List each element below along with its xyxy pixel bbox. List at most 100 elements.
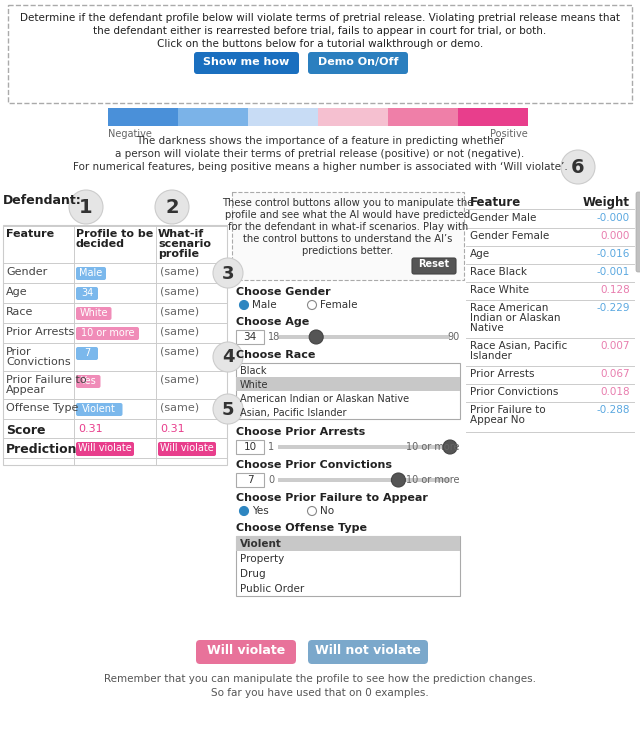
Bar <box>458 108 528 126</box>
Text: Female: Female <box>320 300 358 310</box>
Text: Feature: Feature <box>470 196 521 209</box>
Text: a person will violate their terms of pretrial release (positive) or not (negativ: a person will violate their terms of pre… <box>115 149 525 159</box>
Text: Choose Prior Failure to Appear: Choose Prior Failure to Appear <box>236 493 428 503</box>
Text: White: White <box>79 308 108 318</box>
Text: (same): (same) <box>160 375 199 385</box>
Bar <box>236 330 264 344</box>
Circle shape <box>561 150 595 184</box>
FancyBboxPatch shape <box>76 375 100 388</box>
Text: Choose Race: Choose Race <box>236 350 316 360</box>
Text: Gender: Gender <box>6 267 47 277</box>
Text: Profile to be: Profile to be <box>76 229 153 239</box>
Text: Will not violate: Will not violate <box>315 644 421 657</box>
FancyBboxPatch shape <box>196 640 296 664</box>
Text: scenario: scenario <box>158 239 211 249</box>
Text: Drug: Drug <box>240 569 266 579</box>
FancyBboxPatch shape <box>76 287 98 300</box>
Bar <box>232 192 464 280</box>
Text: Choose Prior Convictions: Choose Prior Convictions <box>236 460 392 470</box>
Text: Race Black: Race Black <box>470 267 527 277</box>
Circle shape <box>309 330 323 344</box>
Text: decided: decided <box>76 239 125 249</box>
Circle shape <box>213 258 243 288</box>
Text: So far you have used that on 0 examples.: So far you have used that on 0 examples. <box>211 688 429 698</box>
Text: Choose Offense Type: Choose Offense Type <box>236 523 367 533</box>
Text: profile and see what the AI would have predicted: profile and see what the AI would have p… <box>225 210 470 220</box>
Bar <box>278 335 450 339</box>
Text: Feature: Feature <box>6 229 54 239</box>
Bar <box>278 445 450 449</box>
Circle shape <box>213 342 243 372</box>
Text: Gender Male: Gender Male <box>470 213 536 223</box>
Text: White: White <box>240 380 269 390</box>
Text: Gender Female: Gender Female <box>470 231 549 241</box>
Text: Prior Arrests: Prior Arrests <box>470 369 534 379</box>
Text: Will violate: Will violate <box>78 443 132 453</box>
Text: Prior: Prior <box>6 347 31 357</box>
Circle shape <box>155 190 189 224</box>
Text: Prior Failure to: Prior Failure to <box>470 405 546 415</box>
Text: Indian or Alaskan: Indian or Alaskan <box>470 313 561 323</box>
Bar <box>108 108 178 126</box>
Text: Choose Gender: Choose Gender <box>236 287 331 297</box>
Text: -0.000: -0.000 <box>597 213 630 223</box>
Text: Positive: Positive <box>490 129 528 139</box>
FancyBboxPatch shape <box>76 442 134 456</box>
Circle shape <box>239 300 248 309</box>
Text: (same): (same) <box>160 307 199 317</box>
Text: Remember that you can manipulate the profile to see how the prediction changes.: Remember that you can manipulate the pro… <box>104 674 536 684</box>
Text: the control buttons to understand the AI’s: the control buttons to understand the AI… <box>243 234 452 244</box>
FancyBboxPatch shape <box>308 52 408 74</box>
FancyBboxPatch shape <box>308 640 428 664</box>
Text: Yes: Yes <box>81 376 96 386</box>
FancyBboxPatch shape <box>76 347 98 360</box>
Text: profile: profile <box>158 249 199 259</box>
Text: Age: Age <box>6 287 28 297</box>
Text: Race American: Race American <box>470 303 548 313</box>
FancyBboxPatch shape <box>636 192 640 272</box>
Text: 0.31: 0.31 <box>78 424 102 434</box>
Text: (same): (same) <box>160 403 199 413</box>
Bar <box>248 108 318 126</box>
Text: 0.067: 0.067 <box>600 369 630 379</box>
Text: the defendant either is rearrested before trial, fails to appear in court for tr: the defendant either is rearrested befor… <box>93 26 547 36</box>
Text: No: No <box>320 506 334 516</box>
Bar <box>236 536 460 596</box>
Text: -0.229: -0.229 <box>596 303 630 313</box>
Bar <box>236 363 460 419</box>
Text: for the defendant in what-if scenarios. Play with: for the defendant in what-if scenarios. … <box>228 222 468 232</box>
Text: Violent: Violent <box>240 539 282 549</box>
Text: 0.000: 0.000 <box>600 231 630 241</box>
Text: (same): (same) <box>160 267 199 277</box>
Bar <box>8 5 632 103</box>
Text: 0.007: 0.007 <box>600 341 630 351</box>
Text: Black: Black <box>240 366 266 376</box>
Text: Score: Score <box>6 424 45 437</box>
Bar <box>236 473 264 487</box>
Text: 5: 5 <box>221 401 234 419</box>
Text: Prior Failure to: Prior Failure to <box>6 375 86 385</box>
Text: Race White: Race White <box>470 285 529 295</box>
Text: What-if: What-if <box>158 229 204 239</box>
Text: The darkness shows the importance of a feature in predicting whether: The darkness shows the importance of a f… <box>136 136 504 146</box>
Circle shape <box>239 506 248 516</box>
Text: Offense Type: Offense Type <box>6 403 78 413</box>
Text: Race: Race <box>6 307 33 317</box>
Bar <box>278 478 450 482</box>
Text: 2: 2 <box>165 198 179 217</box>
Text: 0.31: 0.31 <box>160 424 184 434</box>
Text: Prior Convictions: Prior Convictions <box>470 387 558 397</box>
Text: (same): (same) <box>160 287 199 297</box>
Text: American Indian or Alaskan Native: American Indian or Alaskan Native <box>240 394 409 404</box>
Text: Show me how: Show me how <box>203 57 289 67</box>
Circle shape <box>392 473 405 487</box>
Circle shape <box>213 394 243 424</box>
Text: Click on the buttons below for a tutorial walkthrough or demo.: Click on the buttons below for a tutoria… <box>157 39 483 49</box>
FancyBboxPatch shape <box>194 52 299 74</box>
Text: 34: 34 <box>81 288 93 298</box>
Circle shape <box>69 190 103 224</box>
Text: 10 or more: 10 or more <box>406 475 460 485</box>
Bar <box>236 440 264 454</box>
Circle shape <box>307 300 317 309</box>
Text: Race Asian, Pacific: Race Asian, Pacific <box>470 341 567 351</box>
